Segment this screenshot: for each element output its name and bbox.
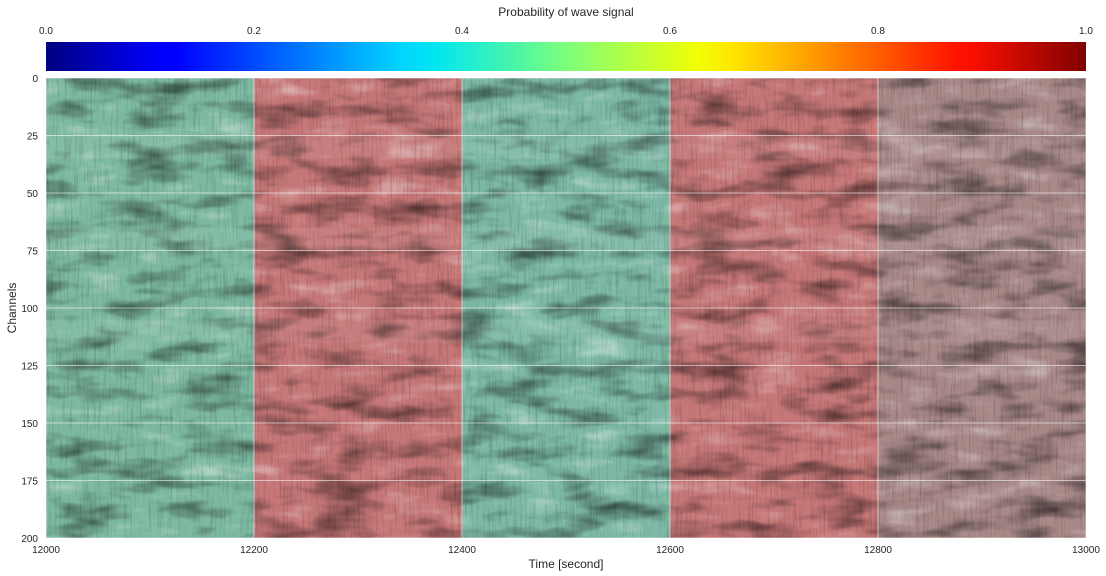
y-tick-label: 100 — [21, 304, 38, 315]
x-tick-label: 12400 — [448, 545, 476, 556]
event-bands — [46, 135, 1086, 343]
y-tick-label: 75 — [27, 247, 39, 258]
y-tick-label: 50 — [27, 189, 39, 200]
y-tick-label: 200 — [21, 534, 38, 545]
event-band — [46, 227, 1086, 251]
x-axis-label: Time [second] — [529, 557, 604, 571]
y-tick-label: 25 — [27, 132, 39, 143]
grid-lines — [46, 78, 1086, 538]
y-tick-label: 175 — [21, 477, 38, 488]
colorbar-tick-label: 0.4 — [455, 26, 469, 37]
y-axis-label: Channels — [5, 283, 19, 334]
x-tick-label: 12000 — [32, 545, 60, 556]
colorbar-tick-label: 1.0 — [1079, 26, 1093, 37]
y-tick-label: 0 — [32, 74, 38, 85]
colorbar-tick-label: 0.2 — [247, 26, 261, 37]
x-tick-labels: 12000 12200 12400 12600 12800 13000 — [32, 545, 1100, 556]
event-band — [46, 319, 1086, 343]
y-tick-label: 150 — [21, 419, 38, 430]
x-tick-label: 12200 — [240, 545, 268, 556]
colorbar-tick-label: 0.0 — [39, 26, 53, 37]
plot-area — [46, 78, 1086, 538]
colorbar-tick-labels: 0.0 0.2 0.4 0.6 0.8 1.0 — [39, 26, 1093, 37]
y-tick-label: 125 — [21, 362, 38, 373]
y-tick-labels: 0 25 50 75 100 125 150 175 200 — [21, 74, 38, 545]
colorbar-tick-label: 0.6 — [663, 26, 677, 37]
x-tick-label: 13000 — [1072, 545, 1100, 556]
colorbar-title: Probability of wave signal — [498, 5, 633, 19]
x-tick-label: 12600 — [656, 545, 684, 556]
colorbar — [46, 42, 1086, 71]
event-band — [46, 135, 1086, 159]
colorbar-tick-label: 0.8 — [871, 26, 885, 37]
x-tick-label: 12800 — [864, 545, 892, 556]
